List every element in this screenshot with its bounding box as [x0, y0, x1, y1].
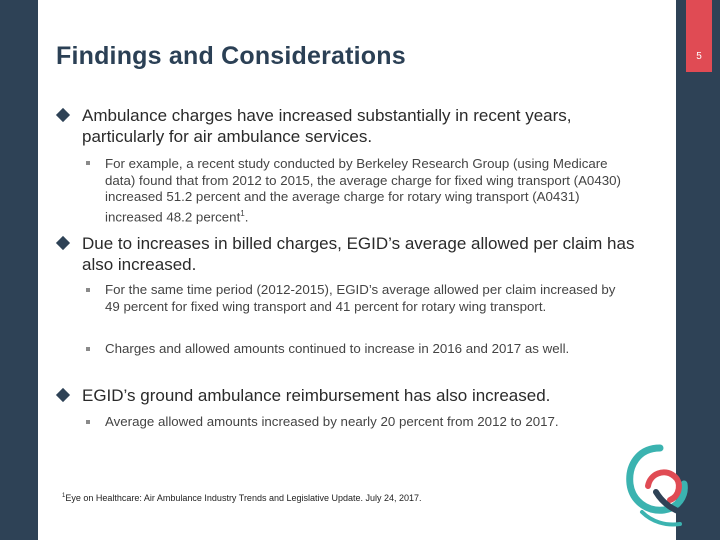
diamond-bullet-icon — [55, 107, 71, 123]
page-number: 5 — [696, 51, 702, 62]
diamond-bullet-icon — [55, 235, 71, 251]
right-sidebar: 5 — [676, 0, 720, 540]
bullet-1-sub-1-end: . — [244, 208, 249, 224]
footnote-text: Eye on Healthcare: Air Ambulance Industr… — [65, 493, 422, 503]
square-bullet-icon — [86, 161, 90, 165]
page-number-tab: 5 — [686, 0, 712, 72]
square-bullet-icon — [86, 347, 90, 351]
bullet-1-text: Ambulance charges have increased substan… — [82, 106, 572, 146]
diamond-bullet-icon — [55, 387, 71, 403]
footnote-mark: 1 — [62, 493, 66, 499]
bullet-2-text: Due to increases in billed charges, EGID… — [82, 234, 635, 274]
square-bullet-icon — [86, 288, 90, 292]
bullet-3-sub-1: Average allowed amounts increased by nea… — [105, 414, 559, 429]
bullet-1-sub-1: For example, a recent study conducted by… — [105, 156, 625, 225]
egid-swirl-logo — [626, 444, 689, 527]
bullet-2-sub-2: Charges and allowed amounts continued to… — [105, 341, 570, 356]
bullet-1-sub-1-text: For example, a recent study conducted by… — [105, 156, 621, 224]
square-bullet-icon — [86, 420, 90, 424]
slide-title: Findings and Considerations — [56, 42, 406, 70]
bullet-3-text: EGID’s ground ambulance reimbursement ha… — [82, 386, 551, 405]
footnote: 1Eye on Healthcare: Air Ambulance Indust… — [62, 493, 422, 503]
bullet-2-sub-1: For the same time period (2012-2015), EG… — [105, 282, 616, 314]
footnote-mark: 1 — [240, 208, 245, 218]
left-accent-bar — [0, 0, 38, 540]
